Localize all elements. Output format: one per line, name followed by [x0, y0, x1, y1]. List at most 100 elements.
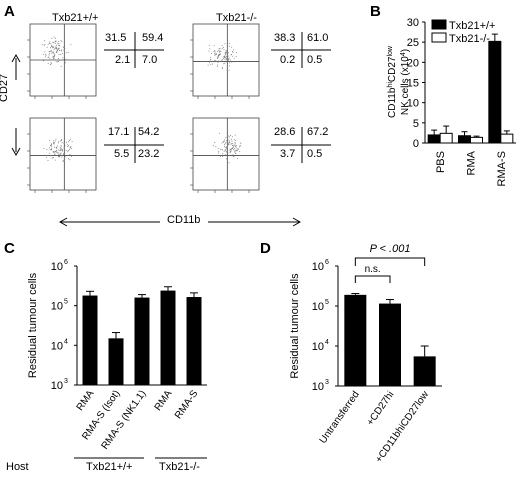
legend-swatch-b [431, 32, 447, 43]
flow-event-dot [211, 52, 212, 54]
flow-event-dot [51, 52, 53, 54]
flow-event-dot [51, 47, 53, 49]
flow-event-dot [62, 160, 64, 162]
cd27-up-arrow-head [11, 53, 21, 63]
y-tick-exponent: 5 [325, 299, 329, 306]
flow-event-dot [63, 147, 65, 149]
flow-event-dot [217, 64, 219, 66]
flow-event-dot [60, 40, 62, 42]
flow-event-dot [230, 138, 232, 140]
y-tick-exponent: 6 [325, 259, 329, 266]
flow-event-dot [234, 144, 236, 146]
flow-event-dot [57, 50, 59, 52]
q3-ul: 17.1 [108, 126, 130, 138]
flow-event-dot [54, 47, 56, 49]
legend-label-b: Txb21-/- [449, 33, 490, 45]
flow-event-dot [53, 57, 55, 59]
flow-event-dot [47, 62, 49, 64]
flow-event-dot [55, 40, 57, 42]
flow-event-dot [60, 54, 62, 56]
flow-event-dot [220, 148, 222, 150]
flow-event-dot [225, 141, 227, 143]
flow-event-dot [63, 46, 64, 48]
flow-event-dot [231, 149, 233, 151]
flow-event-dot [68, 150, 70, 151]
flow-event-dot [217, 61, 219, 63]
flow-event-dot [61, 53, 63, 55]
flow-event-dot [57, 48, 59, 50]
flow-event-dot [54, 159, 56, 161]
flow-event-dot [53, 140, 55, 142]
flow-event-dot [54, 41, 56, 43]
flow-event-dot [236, 149, 238, 151]
flow-event-dot [69, 147, 71, 149]
flow-event-dot [63, 49, 65, 51]
flow-event-dot [64, 158, 66, 160]
flow-event-dot [47, 43, 49, 45]
flow-event-dot [235, 153, 237, 154]
flow-event-dot [230, 59, 231, 61]
flow-event-dot [59, 148, 61, 150]
flow-event-dot [57, 42, 59, 44]
y-tick-exponent: 3 [325, 379, 329, 386]
flow-event-dot [225, 57, 227, 59]
flow-event-dot [70, 43, 72, 45]
flow-event-dot [223, 49, 225, 50]
flow-event-dot [50, 43, 52, 45]
y-tick-label-b: 10 [407, 98, 419, 110]
flow-event-dot [232, 52, 234, 54]
flow-event-dot [65, 52, 67, 54]
flow-event-dot [226, 58, 228, 60]
flow-event-dot [62, 154, 64, 155]
host-label: Host [6, 461, 29, 473]
flow-event-dot [221, 59, 223, 61]
y-tick-exponent: 4 [64, 338, 68, 345]
flow-event-dot [229, 62, 230, 64]
flow-event-dot [52, 51, 54, 53]
flow-event-dot [210, 63, 212, 65]
flow-event-dot [224, 43, 226, 45]
flow-event-dot [235, 140, 236, 141]
flow-event-dot [214, 52, 215, 54]
flow-event-dot [234, 150, 236, 152]
flow-event-dot [58, 44, 60, 46]
cd27-down-arrow-head [11, 147, 21, 157]
flow-event-dot [221, 142, 223, 144]
flow-event-dot [217, 55, 219, 57]
flow-event-dot [54, 140, 56, 142]
flow-event-dot [64, 48, 66, 50]
flow-event-dot [53, 142, 55, 143]
bar [413, 356, 436, 386]
flow-event-dot [228, 141, 230, 143]
flow-event-dot [221, 68, 223, 70]
x-tick-label: Untransferred [318, 389, 362, 445]
flow-event-dot [221, 47, 223, 49]
y-axis-label-b: CD11bhiCD27low [387, 45, 399, 118]
flow-event-dot [59, 153, 61, 155]
flow-event-dot [214, 54, 216, 56]
flow-event-dot [50, 62, 52, 64]
flow-event-dot [228, 162, 230, 164]
flow-event-dot [58, 140, 60, 142]
flow-event-dot [58, 43, 60, 44]
flow-event-dot [221, 149, 223, 150]
flow-event-dot [54, 37, 56, 39]
flow-event-dot [234, 141, 236, 143]
flow-event-dot [236, 52, 238, 54]
flow-event-dot [210, 59, 212, 61]
bar [82, 295, 98, 385]
flow-event-dot [226, 158, 227, 160]
x-tick-label-b: RMA [466, 150, 478, 175]
flow-event-dot [60, 153, 62, 155]
flow-event-dot [225, 54, 227, 55]
flow-event-dot [234, 149, 236, 151]
flow-event-dot [61, 156, 63, 158]
flow-event-dot [219, 132, 220, 134]
q2-ur: 61.0 [307, 32, 329, 44]
flow-event-dot [225, 148, 227, 150]
flow-event-dot [219, 156, 221, 158]
flow-event-dot [63, 150, 65, 152]
flow-event-dot [43, 60, 44, 62]
flow-event-dot [223, 150, 225, 152]
flow-event-dot [58, 47, 60, 49]
